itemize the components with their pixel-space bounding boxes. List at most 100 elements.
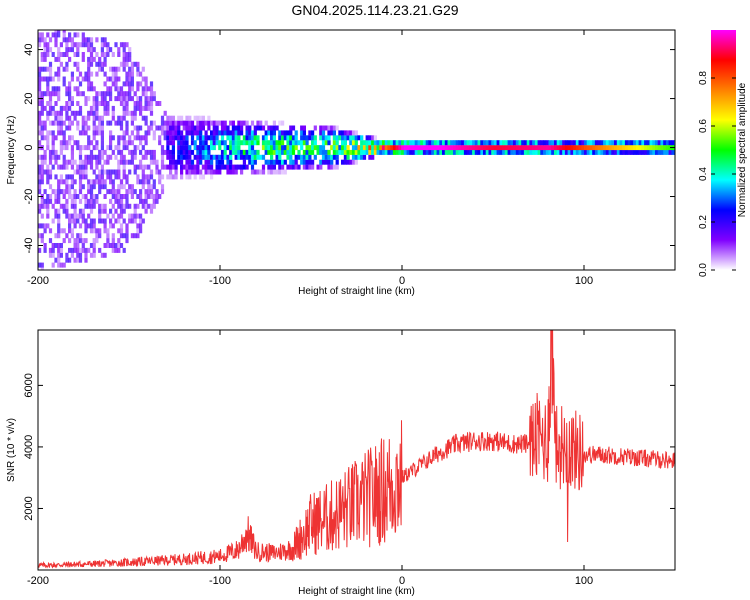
- heatmap-cell: [655, 149, 659, 155]
- heatmap-cell: [95, 110, 99, 116]
- heatmap-cell: [453, 145, 457, 151]
- heatmap-cell: [43, 198, 47, 204]
- heatmap-cell: [619, 145, 623, 151]
- heatmap-cell: [54, 135, 58, 141]
- heatmap-cell: [48, 238, 53, 244]
- heatmap-cell: [51, 154, 55, 160]
- heatmap-cell: [220, 120, 225, 126]
- heatmap-cell: [78, 257, 83, 263]
- heatmap-cell: [573, 145, 577, 151]
- heatmap-cell: [38, 42, 42, 48]
- heatmap-cell: [373, 135, 377, 141]
- heatmap-cell: [68, 32, 72, 38]
- heatmap-cell: [152, 154, 156, 160]
- heatmap-cell: [76, 194, 80, 199]
- heatmap-cell: [141, 105, 145, 111]
- heatmap-cell: [155, 101, 159, 106]
- heatmap-cell: [92, 238, 96, 244]
- heatmap-cell: [308, 154, 312, 160]
- heatmap-cell: [278, 154, 282, 160]
- heatmap-cell: [412, 140, 416, 146]
- heatmap-cell: [286, 154, 290, 160]
- heatmap-cell: [130, 71, 134, 77]
- heatmap-cell: [147, 96, 151, 102]
- heatmap-cell: [38, 86, 42, 92]
- heatmap-cell: [657, 149, 661, 155]
- heatmap-cell: [62, 189, 66, 195]
- heatmap-cell: [46, 110, 50, 116]
- heatmap-cell: [493, 140, 498, 146]
- heatmap-cell: [81, 115, 85, 121]
- heatmap-cell: [130, 154, 134, 160]
- heatmap-cell: [106, 120, 110, 126]
- heatmap-cell: [379, 145, 383, 151]
- heatmap-cell: [431, 149, 435, 155]
- heatmap-cell: [59, 110, 63, 116]
- heatmap-cell: [51, 189, 55, 195]
- heatmap-cell: [433, 149, 438, 155]
- heatmap-cell: [128, 86, 132, 92]
- heatmap-cell: [89, 159, 94, 165]
- heatmap-cell: [627, 145, 631, 151]
- heatmap-cell: [81, 52, 85, 57]
- heatmap-cell: [65, 233, 69, 239]
- heatmap-cell: [98, 213, 102, 219]
- heatmap-cell: [371, 149, 375, 155]
- heatmap-cell: [38, 110, 42, 116]
- heatmap-cell: [319, 130, 323, 136]
- heatmap-cell: [92, 198, 96, 204]
- heatmap-cell: [62, 76, 66, 82]
- heatmap-cell: [458, 145, 462, 151]
- heatmap-cell: [341, 149, 345, 155]
- heatmap-cell: [201, 164, 205, 170]
- heatmap-cell: [92, 86, 96, 92]
- heatmap-cell: [70, 247, 74, 253]
- heatmap-cell: [190, 125, 195, 131]
- heatmap-cell: [201, 140, 205, 146]
- heatmap-cell: [210, 159, 214, 165]
- heatmap-cell: [73, 223, 77, 229]
- heatmap-cell: [502, 149, 506, 155]
- heatmap-cell: [215, 159, 219, 165]
- heatmap-cell: [349, 135, 353, 141]
- heatmap-cell: [92, 101, 96, 106]
- heatmap-cell: [390, 140, 394, 146]
- heatmap-cell: [103, 42, 107, 48]
- heatmap-cell: [158, 194, 162, 199]
- y-tick-label: 0: [23, 144, 35, 150]
- heatmap-cell: [130, 61, 134, 67]
- heatmap-cell: [117, 135, 121, 141]
- heatmap-cell: [302, 159, 306, 165]
- heatmap-cell: [354, 145, 358, 151]
- heatmap-cell: [633, 140, 637, 146]
- heatmap-cell: [68, 223, 72, 229]
- heatmap-cell: [144, 154, 148, 160]
- heatmap-cell: [212, 154, 216, 160]
- heatmap-cell: [48, 174, 53, 180]
- heatmap-cell: [100, 47, 104, 53]
- heatmap-cell: [117, 169, 121, 175]
- heatmap-cell: [223, 154, 227, 160]
- heatmap-cell: [51, 52, 55, 57]
- heatmap-cell: [201, 125, 205, 131]
- heatmap-cell: [73, 52, 77, 57]
- heatmap-cell: [417, 140, 421, 146]
- heatmap-cell: [109, 243, 113, 248]
- heatmap-cell: [308, 130, 312, 136]
- heatmap-cell: [111, 189, 115, 195]
- heatmap-cell: [73, 32, 77, 38]
- heatmap-cell: [89, 208, 94, 214]
- heatmap-cell: [92, 115, 96, 121]
- heatmap-cell: [283, 159, 287, 165]
- heatmap-cell: [398, 149, 402, 155]
- heatmap-cell: [357, 135, 361, 141]
- heatmap-cell: [106, 110, 110, 116]
- heatmap-cell: [409, 140, 413, 146]
- heatmap-cell: [125, 56, 129, 62]
- heatmap-cell: [119, 213, 124, 219]
- heatmap-cell: [215, 169, 219, 175]
- heatmap-cell: [392, 140, 397, 146]
- heatmap-cell: [109, 130, 113, 136]
- heatmap-cell: [218, 154, 222, 160]
- heatmap-cell: [117, 91, 121, 97]
